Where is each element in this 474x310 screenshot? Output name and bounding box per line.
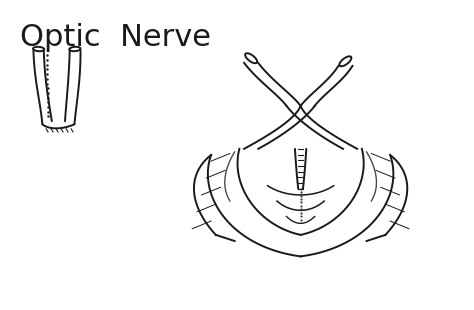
Ellipse shape: [339, 56, 351, 66]
Ellipse shape: [69, 47, 81, 51]
Ellipse shape: [33, 47, 44, 51]
Text: Optic  Nerve: Optic Nerve: [20, 23, 211, 52]
Ellipse shape: [245, 53, 257, 63]
